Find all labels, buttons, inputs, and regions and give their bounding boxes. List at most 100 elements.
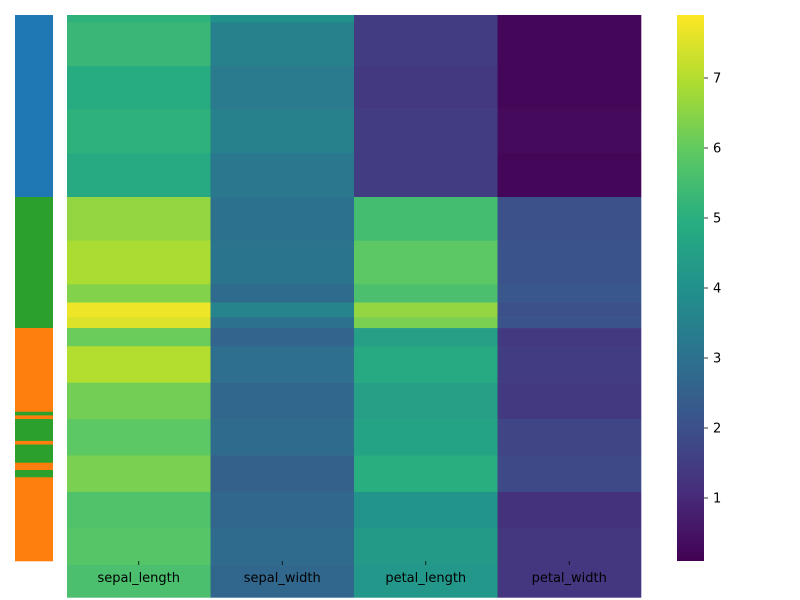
heatmap-cell-petal_width-block-12 (497, 382, 642, 420)
row-color-segment-virginica (15, 444, 53, 464)
row-color-segment-virginica (15, 411, 53, 416)
colorbar-tick-label-7: 7 (713, 72, 721, 87)
heatmap-cell-petal_length-block-17 (354, 564, 498, 598)
row-color-segment-versicolor (15, 415, 53, 420)
heatmap-body (67, 15, 642, 598)
heatmap-cell-sepal_width-block-3 (210, 109, 355, 154)
x-tick-label-petal_width: petal_width (532, 571, 607, 586)
heatmap-cell-petal_width-block-15 (497, 491, 642, 529)
heatmap-cell-sepal_width-block-2 (210, 65, 355, 110)
heatmap-cell-petal_width-block-0 (497, 15, 642, 23)
heatmap-cell-sepal_width-block-6 (210, 240, 355, 285)
heatmap-cell-sepal_width-block-12 (210, 382, 355, 420)
heatmap-cell-sepal_length-block-3 (67, 109, 211, 154)
heatmap-cell-petal_length-block-3 (354, 109, 498, 154)
heatmap-cell-petal_width-block-9 (497, 317, 642, 329)
heatmap-cell-sepal_length-block-1 (67, 22, 211, 67)
heatmap-cell-petal_width-block-11 (497, 346, 642, 383)
heatmap-cell-petal_length-block-12 (354, 382, 498, 420)
heatmap-cell-sepal_width-block-10 (210, 328, 355, 347)
heatmap-cell-petal_width-block-5 (497, 197, 642, 241)
colorbar-tick-label-3: 3 (713, 352, 721, 367)
heatmap-cell-sepal_width-block-8 (210, 302, 355, 318)
heatmap-cell-sepal_width-block-13 (210, 419, 355, 456)
heatmap-cell-petal_width-block-13 (497, 419, 642, 456)
heatmap-cell-petal_length-block-7 (354, 284, 498, 303)
heatmap-cell-sepal_length-block-0 (67, 15, 211, 23)
heatmap-cell-sepal_length-block-14 (67, 455, 211, 493)
heatmap-cell-petal_length-block-13 (354, 419, 498, 456)
heatmap-cell-sepal_width-block-0 (210, 15, 355, 23)
colorbar-tick-label-6: 6 (713, 142, 721, 157)
heatmap-cell-sepal_length-block-7 (67, 284, 211, 303)
colorbar-tick-label-5: 5 (713, 212, 721, 227)
heatmap-cell-petal_length-block-16 (354, 528, 498, 565)
heatmap-cell-sepal_width-block-14 (210, 455, 355, 493)
row-color-segment-virginica (15, 197, 53, 329)
colorbar: 1 2 3 4 5 6 7 (677, 15, 721, 561)
heatmap-cell-petal_width-block-2 (497, 65, 642, 110)
row-color-segment-versicolor (15, 462, 53, 471)
x-axis: sepal_length sepal_width petal_length petal… (97, 561, 607, 586)
x-tick-label-sepal_length: sepal_length (97, 571, 180, 586)
x-tick-label-sepal_width: sepal_width (244, 571, 321, 586)
heatmap-cell-petal_length-block-15 (354, 491, 498, 529)
heatmap-cell-sepal_length-block-11 (67, 346, 211, 383)
heatmap-cell-petal_length-block-1 (354, 22, 498, 67)
heatmap-cell-sepal_width-block-4 (210, 153, 355, 198)
heatmap-cell-petal_length-block-9 (354, 317, 498, 329)
colorbar-tick-label-2: 2 (713, 422, 721, 437)
heatmap-cell-petal_length-block-11 (354, 346, 498, 383)
heatmap-cell-petal_length-block-8 (354, 302, 498, 318)
heatmap-cell-sepal_length-block-2 (67, 65, 211, 110)
colorbar-ticks: 1 2 3 4 5 6 7 (704, 72, 721, 507)
row-color-segment-versicolor (15, 440, 53, 445)
heatmap-cell-sepal_length-block-9 (67, 317, 211, 329)
heatmap-cell-petal_width-block-14 (497, 455, 642, 493)
heatmap-cell-petal_width-block-4 (497, 153, 642, 198)
row-color-segment-virginica (15, 419, 53, 442)
heatmap-cell-petal_width-block-1 (497, 22, 642, 67)
heatmap-cell-sepal_length-block-4 (67, 153, 211, 198)
heatmap-cell-sepal_length-block-17 (67, 564, 211, 598)
heatmap-cell-petal_length-block-6 (354, 240, 498, 285)
row-color-segment-versicolor (15, 328, 53, 413)
heatmap-cell-sepal_length-block-8 (67, 302, 211, 318)
row-colors-strip (15, 15, 53, 562)
heatmap-cell-petal_width-block-10 (497, 328, 642, 347)
x-tick-label-petal_length: petal_length (385, 571, 466, 586)
row-color-segment-setosa (15, 15, 53, 198)
colorbar-tick-label-4: 4 (713, 282, 721, 297)
heatmap-cell-sepal_length-block-16 (67, 528, 211, 565)
heatmap-cell-sepal_width-block-9 (210, 317, 355, 329)
row-color-segment-virginica (15, 470, 53, 478)
heatmap-cell-sepal_length-block-6 (67, 240, 211, 285)
heatmap-cell-sepal_width-block-7 (210, 284, 355, 303)
heatmap-cell-petal_width-block-17 (497, 564, 642, 598)
heatmap-cell-sepal_length-block-5 (67, 197, 211, 241)
colorbar-gradient (677, 15, 704, 561)
row-color-segment-versicolor (15, 477, 53, 562)
heatmap-cell-petal_length-block-5 (354, 197, 498, 241)
colorbar-tick-label-1: 1 (713, 492, 721, 507)
heatmap-cell-petal_length-block-10 (354, 328, 498, 347)
heatmap-cell-sepal_length-block-13 (67, 419, 211, 456)
heatmap-cell-sepal_width-block-15 (210, 491, 355, 529)
heatmap-cell-sepal_length-block-15 (67, 491, 211, 529)
heatmap-cell-petal_width-block-6 (497, 240, 642, 285)
heatmap-cell-sepal_length-block-10 (67, 328, 211, 347)
heatmap-cell-sepal_length-block-12 (67, 382, 211, 420)
heatmap-cell-petal_width-block-8 (497, 302, 642, 318)
heatmap-cell-petal_length-block-4 (354, 153, 498, 198)
heatmap-cell-petal_width-block-16 (497, 528, 642, 565)
heatmap-cell-sepal_width-block-16 (210, 528, 355, 565)
heatmap-cell-petal_length-block-2 (354, 65, 498, 110)
heatmap-cell-petal_width-block-7 (497, 284, 642, 303)
heatmap-cell-sepal_width-block-5 (210, 197, 355, 241)
heatmap-cell-petal_width-block-3 (497, 109, 642, 154)
heatmap-cell-sepal_width-block-11 (210, 346, 355, 383)
heatmap-cell-petal_length-block-0 (354, 15, 498, 23)
heatmap-cell-petal_length-block-14 (354, 455, 498, 493)
heatmap-cell-sepal_width-block-1 (210, 22, 355, 67)
